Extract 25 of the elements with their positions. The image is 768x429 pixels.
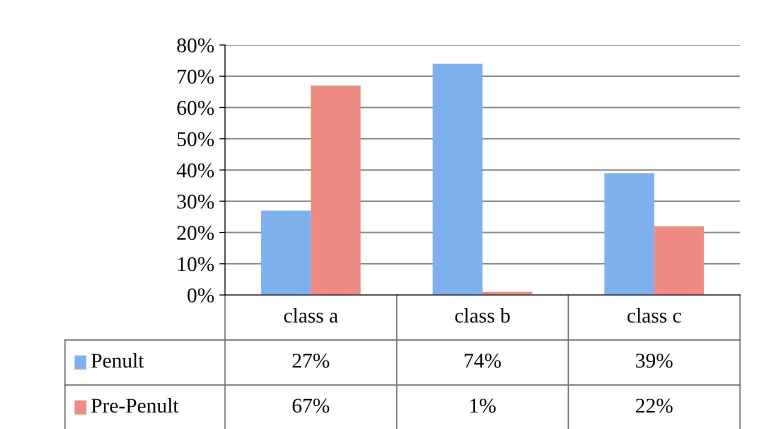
x-tick-label: class a	[284, 308, 338, 323]
y-tick-label: 60%	[177, 100, 214, 115]
bar	[432, 64, 482, 295]
x-tick-label: class c	[627, 308, 681, 323]
legend-label: Pre-Penult	[91, 398, 179, 413]
x-tick-label: class b	[455, 308, 510, 323]
bar	[310, 86, 361, 295]
y-tick-label: 80%	[177, 38, 214, 52]
data-label: 27%	[292, 354, 330, 368]
y-tick-label: 20%	[177, 226, 214, 240]
legend-label: Penult	[91, 353, 144, 368]
y-tick-label: 30%	[177, 194, 214, 209]
y-tick-label: 10%	[178, 257, 214, 272]
bar	[604, 173, 654, 295]
data-label: 74%	[464, 354, 501, 368]
y-tick-label: 70%	[178, 70, 214, 84]
bar	[654, 226, 704, 295]
data-label: 67%	[292, 398, 330, 413]
data-label: 1%	[470, 398, 496, 413]
y-tick-label: 0%	[188, 288, 214, 302]
bar	[261, 210, 311, 295]
data-label: 22%	[636, 398, 673, 413]
y-tick-label: 40%	[176, 163, 214, 178]
data-label: 39%	[636, 354, 673, 368]
y-tick-label: 50%	[178, 132, 214, 146]
